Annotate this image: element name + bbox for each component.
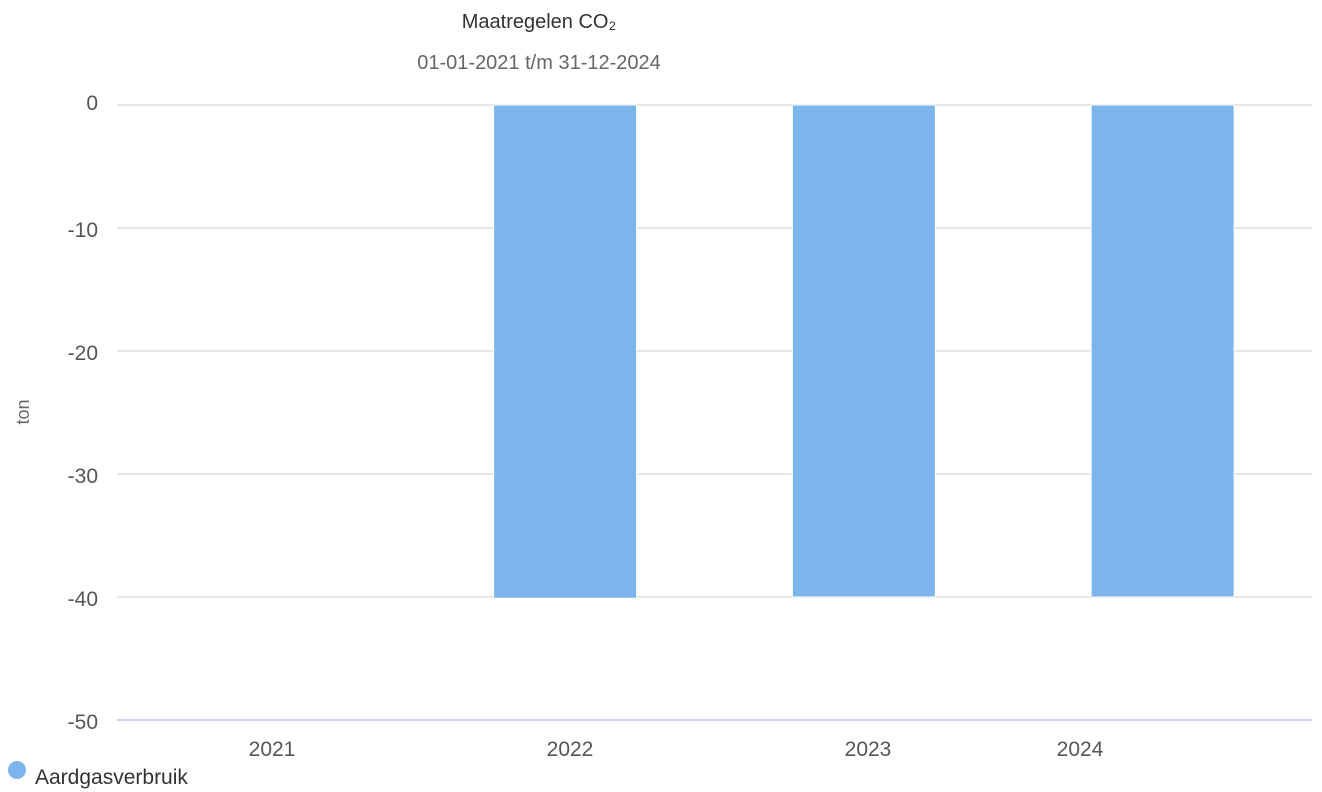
legend[interactable]: Aardgasverbruik [8,761,188,789]
y-tick-label: -10 [68,219,98,242]
x-tick-label: 2022 [547,738,594,761]
x-tick-label: 2023 [845,738,892,761]
y-tick-label: 0 [86,92,98,115]
bar-2022[interactable] [493,104,638,599]
y-tick-label: -50 [68,711,98,734]
x-tick-label: 2024 [1057,738,1104,761]
bars [493,104,1235,599]
chart-title: Maatregelen CO₂ [462,11,617,33]
bar-2023[interactable] [791,104,936,598]
bar-2024[interactable] [1090,104,1235,598]
legend-label[interactable]: Aardgasverbruik [35,766,188,789]
legend-marker[interactable] [8,761,26,779]
y-axis-label: ton [13,399,33,424]
chart-subtitle: 01-01-2021 t/m 31-12-2024 [417,52,661,74]
y-tick-label: -30 [68,465,98,488]
y-tick-label: -20 [68,342,98,365]
x-tick-label: 2021 [249,738,296,761]
y-tick-label: -40 [68,588,98,611]
axes: 0 -10 -20 -30 -40 -50 2021 2022 2023 2024 [68,92,1312,761]
